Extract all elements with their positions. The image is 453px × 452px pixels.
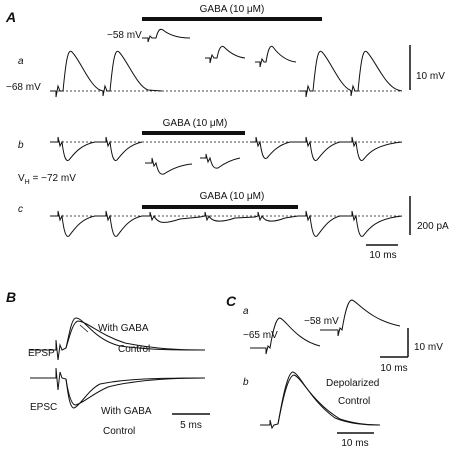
trace-label: Control xyxy=(118,344,150,355)
trace xyxy=(50,210,403,237)
trace-label: EPSC xyxy=(30,402,57,413)
trace-label: Control xyxy=(103,426,135,437)
scale-label: 10 mV xyxy=(416,71,445,82)
trace-label: Control xyxy=(338,396,370,407)
row-label: b xyxy=(18,140,24,151)
panel-label: B xyxy=(6,289,16,305)
sub-label: b xyxy=(243,377,249,388)
inset-trace xyxy=(145,153,241,175)
holding-value: = −72 mV xyxy=(30,173,76,184)
potential-label: −58 mV xyxy=(107,30,142,41)
holding-label: VH = −72 mV xyxy=(18,173,76,186)
trace xyxy=(50,50,403,98)
panel-label: C xyxy=(226,293,237,309)
trace-label: Depolarized xyxy=(326,378,379,389)
potential-label: −65 mV xyxy=(243,330,278,341)
drug-label: GABA (10 μM) xyxy=(200,191,265,202)
scale-label: 10 mV xyxy=(414,342,443,353)
trace-label: With GABA xyxy=(101,406,152,417)
drug-label: GABA (10 μM) xyxy=(200,4,265,15)
scale-label: 5 ms xyxy=(180,420,202,431)
potential-label: −68 mV xyxy=(6,82,41,93)
scale-label: 10 ms xyxy=(369,250,396,261)
trace-label: With GABA xyxy=(98,323,149,334)
trace xyxy=(50,136,403,161)
row-label: a xyxy=(18,56,24,67)
trace xyxy=(65,377,206,406)
symbol: V xyxy=(18,173,25,184)
trace xyxy=(320,299,401,337)
scale-label: 10 ms xyxy=(380,363,407,374)
subscript: H xyxy=(25,179,30,186)
scale-label: 10 ms xyxy=(341,438,368,449)
trace xyxy=(65,320,206,351)
row-label: c xyxy=(18,204,23,215)
trace-label: EPSP xyxy=(28,348,55,359)
pointer xyxy=(79,324,89,333)
trace xyxy=(250,317,321,355)
panel-label: A xyxy=(5,9,16,25)
inset-trace xyxy=(142,28,297,68)
potential-label: −58 mV xyxy=(304,316,339,327)
drug-label: GABA (10 μM) xyxy=(163,118,228,129)
scale-label: 200 pA xyxy=(417,221,449,232)
sub-label: a xyxy=(243,306,249,317)
trace xyxy=(277,374,381,426)
